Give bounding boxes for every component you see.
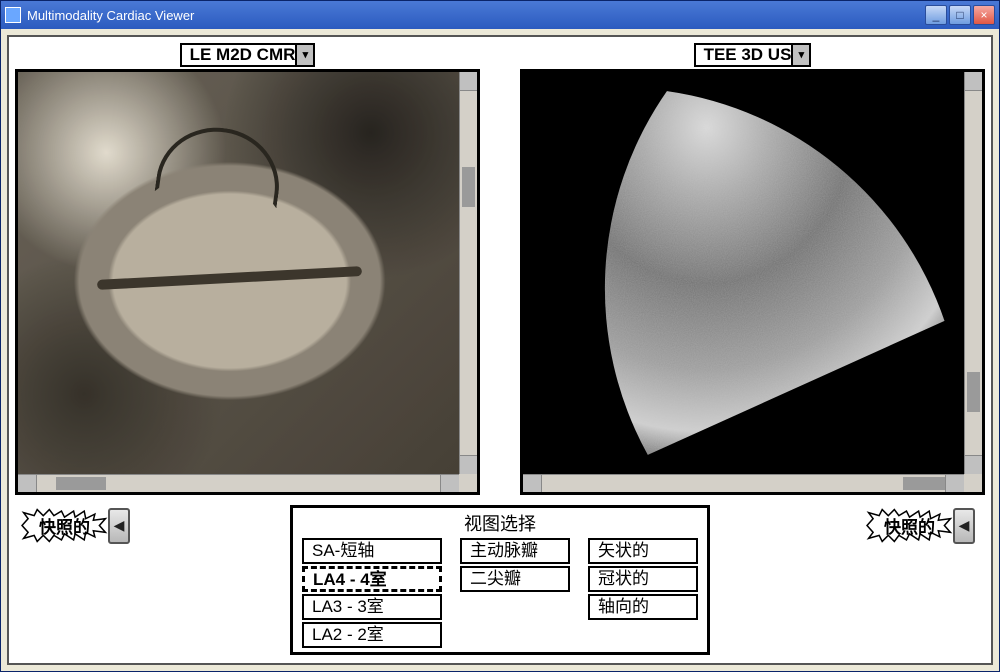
right-pane: TEE 3D US bbox=[520, 43, 985, 495]
right-modality-dropdown[interactable]: TEE 3D US bbox=[694, 43, 812, 67]
close-button[interactable]: × bbox=[973, 5, 995, 25]
view-option-button[interactable]: 主动脉瓣 bbox=[460, 538, 570, 564]
chevron-down-icon bbox=[791, 45, 809, 65]
scrollbar-thumb[interactable] bbox=[56, 477, 106, 490]
snapshot-right-group: 快照的 ◀ bbox=[870, 505, 975, 546]
view-option-button[interactable]: 矢状的 bbox=[588, 538, 698, 564]
right-pane-header: TEE 3D US bbox=[520, 43, 985, 67]
window-title: Multimodality Cardiac Viewer bbox=[27, 8, 919, 23]
scrollbar-thumb[interactable] bbox=[903, 477, 953, 490]
snapshot-right-button[interactable]: 快照的 bbox=[870, 505, 949, 546]
right-viewport[interactable] bbox=[520, 69, 985, 495]
left-pane: LE M2D CMR bbox=[15, 43, 480, 495]
bottom-bar: 快照的 ◀ 视图选择 SA-短轴LA4 - 4室LA3 - 3室LA2 - 2室… bbox=[15, 501, 985, 657]
snapshot-left-prev[interactable]: ◀ bbox=[108, 508, 130, 544]
view-option-button[interactable]: LA2 - 2室 bbox=[302, 622, 442, 648]
view-option-button[interactable]: 冠状的 bbox=[588, 566, 698, 592]
left-viewport[interactable] bbox=[15, 69, 480, 495]
view-select-panel: 视图选择 SA-短轴LA4 - 4室LA3 - 3室LA2 - 2室 主动脉瓣二… bbox=[290, 505, 710, 655]
view-select-col-valves: 主动脉瓣二尖瓣 bbox=[460, 538, 570, 592]
scroll-corner bbox=[964, 474, 982, 492]
right-scrollbar-vertical[interactable] bbox=[964, 72, 982, 474]
view-option-button[interactable]: 轴向的 bbox=[588, 594, 698, 620]
app-window: Multimodality Cardiac Viewer _ □ × LE M2… bbox=[0, 0, 1000, 672]
left-pane-header: LE M2D CMR bbox=[15, 43, 480, 67]
view-option-button[interactable]: 二尖瓣 bbox=[460, 566, 570, 592]
snapshot-left-group: 快照的 ◀ bbox=[25, 505, 130, 546]
left-modality-label: LE M2D CMR bbox=[190, 45, 296, 64]
view-select-col-chambers: SA-短轴LA4 - 4室LA3 - 3室LA2 - 2室 bbox=[302, 538, 442, 648]
mri-image bbox=[18, 72, 459, 474]
snapshot-right-label: 快照的 bbox=[884, 518, 935, 537]
chevron-down-icon bbox=[295, 45, 313, 65]
left-modality-dropdown[interactable]: LE M2D CMR bbox=[180, 43, 316, 67]
panes-row: LE M2D CMR bbox=[15, 43, 985, 495]
maximize-button[interactable]: □ bbox=[949, 5, 971, 25]
view-option-button[interactable]: LA4 - 4室 bbox=[302, 566, 442, 592]
left-scrollbar-vertical[interactable] bbox=[459, 72, 477, 474]
scrollbar-thumb[interactable] bbox=[967, 372, 980, 412]
snapshot-left-label: 快照的 bbox=[39, 518, 90, 537]
minimize-button[interactable]: _ bbox=[925, 5, 947, 25]
snapshot-left-button[interactable]: 快照的 bbox=[25, 505, 104, 546]
left-scrollbar-horizontal[interactable] bbox=[18, 474, 477, 492]
view-option-button[interactable]: SA-短轴 bbox=[302, 538, 442, 564]
app-icon bbox=[5, 7, 21, 23]
right-modality-label: TEE 3D US bbox=[704, 45, 792, 64]
view-option-button[interactable]: LA3 - 3室 bbox=[302, 594, 442, 620]
titlebar[interactable]: Multimodality Cardiac Viewer _ □ × bbox=[1, 1, 999, 29]
right-scrollbar-horizontal[interactable] bbox=[523, 474, 982, 492]
ultrasound-image bbox=[523, 72, 964, 474]
window-buttons: _ □ × bbox=[925, 5, 995, 25]
view-select-col-planes: 矢状的冠状的轴向的 bbox=[588, 538, 698, 620]
client-area: LE M2D CMR bbox=[7, 35, 993, 665]
snapshot-right-prev[interactable]: ◀ bbox=[953, 508, 975, 544]
view-select-columns: SA-短轴LA4 - 4室LA3 - 3室LA2 - 2室 主动脉瓣二尖瓣 矢状… bbox=[302, 538, 698, 648]
scrollbar-thumb[interactable] bbox=[462, 167, 475, 207]
scroll-corner bbox=[459, 474, 477, 492]
view-select-title: 视图选择 bbox=[464, 510, 536, 536]
